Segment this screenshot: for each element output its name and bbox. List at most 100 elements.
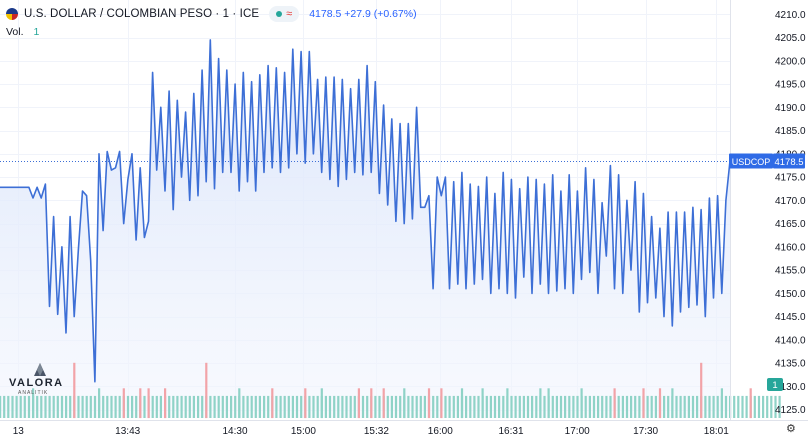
volume-bar-tall (370, 388, 373, 419)
volume-bar (683, 395, 686, 418)
volume-bar (724, 395, 728, 418)
volume-value: 1 (33, 26, 40, 38)
volume-bar-tall (271, 388, 274, 419)
volume-bar (423, 395, 426, 418)
volume-bar (386, 395, 389, 418)
volume-bar (345, 395, 348, 418)
volume-legend[interactable]: Vol. 1 (6, 26, 39, 38)
volume-bar (221, 395, 224, 418)
volume-bar (48, 395, 51, 418)
volume-bar (263, 395, 266, 418)
volume-bar (675, 395, 678, 418)
volume-bar-tall (238, 388, 241, 419)
volume-bar-tall (205, 362, 208, 419)
y-tick-label: 4165.0 (775, 219, 806, 230)
volume-bar (757, 395, 761, 418)
y-tick-label: 4155.0 (775, 266, 806, 277)
volume-bar (733, 395, 736, 418)
volume-bar (514, 395, 517, 418)
volume-bar (555, 395, 558, 418)
y-tick-label: 4175.0 (775, 173, 806, 184)
volume-bar-tall (613, 388, 616, 419)
volume-bar (625, 395, 629, 418)
y-tick-label: 4200.0 (775, 56, 806, 67)
y-tick-label: 4160.0 (775, 242, 806, 253)
volume-bar (465, 395, 468, 418)
volume-bar (568, 395, 571, 418)
volume-bar (646, 395, 649, 418)
volume-bar (283, 395, 286, 418)
volume-bar-tall (506, 388, 509, 419)
market-status-pill[interactable]: ≈ (269, 6, 300, 22)
volume-bar (287, 395, 290, 418)
volume-bar-tall (403, 388, 406, 419)
volume-bar (230, 395, 233, 418)
volume-bar (576, 395, 579, 418)
volume-bar (551, 395, 554, 418)
volume-bar (601, 395, 604, 418)
volume-bar (341, 395, 344, 418)
volume-bar-tall (320, 388, 323, 419)
y-tick-label: 4185.0 (775, 126, 806, 137)
volume-bar (770, 395, 773, 418)
y-tick-label: 4170.0 (775, 196, 806, 207)
volume-bar-tall (440, 388, 443, 419)
volume-bar (518, 395, 521, 418)
volume-bar (126, 395, 130, 418)
volume-bar (27, 395, 31, 418)
volume-bar (394, 395, 398, 418)
x-tick-label: 15:00 (291, 426, 316, 437)
volume-bar-tall (720, 388, 723, 419)
volume-bar (535, 395, 538, 418)
volume-bar (254, 395, 257, 418)
volume-bar (328, 395, 332, 418)
volume-bar (667, 395, 670, 418)
volume-bar-tall (427, 388, 431, 419)
volume-bar (201, 395, 204, 418)
volume-bar (118, 395, 121, 418)
volume-bar (753, 395, 756, 418)
volume-bar-tall (73, 362, 76, 419)
volume-bar (663, 395, 666, 418)
volume-bar (36, 395, 39, 418)
volume-bar (159, 395, 162, 418)
volume-bar-tall (32, 388, 35, 419)
volume-bar (473, 395, 476, 418)
volume-bar (485, 395, 488, 418)
volume-bar-tall (658, 388, 662, 419)
volume-bar (15, 395, 18, 418)
y-tick-label: 4190.0 (775, 103, 806, 114)
volume-bar (361, 395, 365, 418)
price-line[interactable] (0, 39, 731, 383)
volume-bar (172, 395, 175, 418)
volume-bar (638, 395, 641, 418)
volume-bar (716, 395, 719, 418)
volume-bar (691, 395, 695, 418)
symbol-title[interactable]: U.S. DOLLAR / COLOMBIAN PESO · 1 · ICE (24, 8, 260, 20)
y-tick-label: 4135.0 (775, 359, 806, 370)
volume-bar (543, 395, 546, 418)
volume-bar (168, 395, 171, 418)
volume-bar (378, 395, 381, 418)
volume-bar (592, 395, 596, 418)
volume-bar (23, 395, 26, 418)
volume-bar (605, 395, 608, 418)
volume-bar-tall (164, 388, 167, 419)
volume-bar (654, 395, 657, 418)
volume-bar (246, 395, 249, 418)
gear-icon[interactable]: ⚙ (786, 423, 796, 435)
x-tick-label: 17:00 (565, 426, 590, 437)
volume-bar (597, 395, 600, 418)
volume-bar (704, 395, 707, 418)
valora-logo-mark (34, 363, 46, 376)
volume-bar (250, 395, 253, 418)
last-price-tag (773, 153, 805, 169)
volume-bar (559, 395, 563, 418)
y-tick-label: 4195.0 (775, 80, 806, 91)
volume-bar (135, 395, 138, 418)
volume-bar (617, 395, 620, 418)
volume-bar (407, 395, 410, 418)
volume-bar (275, 395, 278, 418)
